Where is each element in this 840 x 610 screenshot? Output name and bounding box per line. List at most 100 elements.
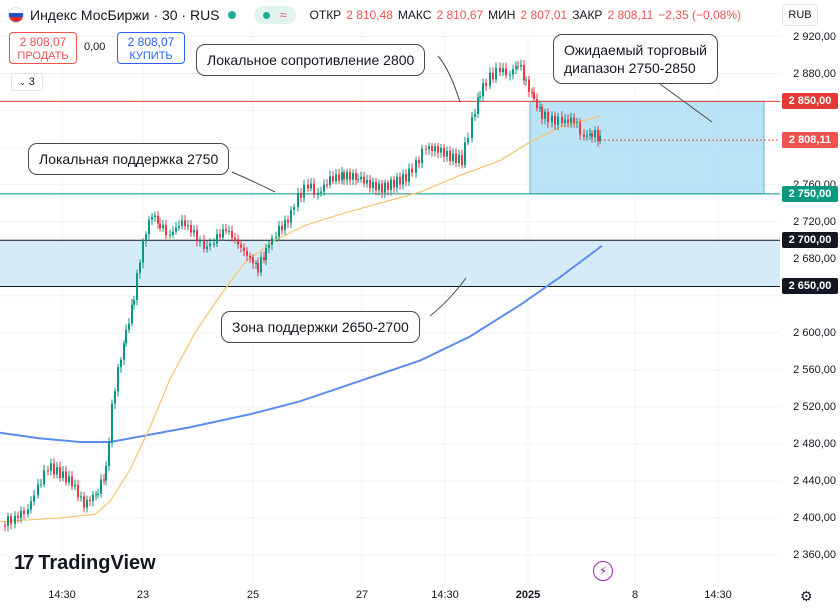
- candle-body: [467, 138, 469, 143]
- live-dot-icon: [262, 11, 270, 19]
- price-level-tag: 2 750,00: [782, 185, 838, 202]
- candle-body: [357, 179, 359, 181]
- candle-body: [554, 115, 556, 125]
- candle-body: [381, 183, 383, 193]
- candle-body: [193, 229, 195, 233]
- candle-body: [415, 160, 417, 173]
- candle-body: [74, 484, 76, 487]
- candle-body: [222, 229, 224, 238]
- candle-body: [290, 209, 292, 223]
- candle-body: [471, 116, 473, 139]
- candle-body: [281, 225, 283, 230]
- candle-body: [136, 273, 138, 301]
- symbol-title[interactable]: Индекс МосБиржи · 30 · RUS: [30, 7, 220, 23]
- sell-label: ПРОДАТЬ: [17, 50, 69, 62]
- candle-body: [375, 182, 377, 191]
- candle-body: [246, 250, 248, 256]
- candle-body: [536, 99, 538, 109]
- candle-body: [528, 79, 530, 92]
- sell-button[interactable]: 2 808,07 ПРОДАТЬ: [9, 32, 77, 64]
- time-tick-label: 14:30: [48, 589, 76, 601]
- candle-body: [310, 183, 312, 189]
- price-tick-label: 2 480,00: [793, 437, 836, 450]
- zone-callout[interactable]: Зона поддержки 2650-2700: [221, 311, 420, 343]
- chart-area[interactable]: [0, 0, 780, 586]
- candle-body: [338, 174, 340, 181]
- candle-body: [213, 243, 215, 245]
- time-tick-label: 23: [136, 589, 150, 601]
- candle-body: [390, 179, 392, 191]
- price-axis[interactable]: 2 920,00 2 880,00 2 760,00 2 720,00 2 680,00…: [780, 30, 840, 580]
- candle-body: [594, 130, 596, 138]
- candle-body: [455, 153, 457, 164]
- candle-body: [278, 225, 280, 237]
- candle-body: [178, 225, 180, 228]
- candle-body: [523, 64, 525, 81]
- candle-body: [437, 146, 439, 153]
- time-tick-label: 14:30: [431, 589, 459, 601]
- candle-body: [142, 241, 144, 263]
- candle-body: [458, 155, 460, 164]
- range-callout[interactable]: Ожидаемый торговый диапазон 2750-2850: [553, 34, 718, 84]
- resistance-text: Локальное сопротивление 2800: [207, 52, 415, 68]
- buy-label: КУПИТЬ: [129, 50, 173, 62]
- candle-body: [154, 215, 156, 217]
- open-label: ОТКР: [309, 8, 342, 22]
- candle-body: [387, 182, 389, 191]
- buy-button[interactable]: 2 808,07 КУПИТЬ: [117, 32, 185, 64]
- candle-body: [33, 495, 35, 502]
- candle-body: [323, 184, 325, 192]
- candle-body: [162, 225, 164, 229]
- candle-body: [181, 220, 183, 226]
- currency-selector[interactable]: RUB: [782, 4, 818, 26]
- candle-body: [50, 463, 52, 471]
- buy-price: 2 808,07: [127, 35, 175, 49]
- indicators-toggle[interactable]: ⌄ 3: [11, 73, 43, 91]
- range-pointer: [659, 83, 713, 123]
- candle-body: [402, 174, 404, 185]
- price-tick-label: 2 880,00: [793, 67, 836, 80]
- time-tick-label: 25: [246, 589, 260, 601]
- candle-body: [446, 151, 448, 157]
- time-tick-label: 27: [355, 589, 369, 601]
- time-tick-label: 8: [631, 589, 639, 601]
- time-axis[interactable]: 14:30 23 25 27 14:30 2025 8 14:30: [0, 586, 780, 608]
- candle-body: [172, 231, 174, 235]
- chevron-down-icon: ⌄: [19, 77, 26, 87]
- candle-body: [209, 243, 211, 247]
- candle-body: [461, 155, 463, 166]
- support-callout[interactable]: Локальная поддержка 2750: [28, 143, 230, 175]
- candle-body: [449, 151, 451, 162]
- candle-body: [240, 244, 242, 248]
- support-zone: [0, 240, 780, 287]
- data-status-toggle[interactable]: ≈: [253, 6, 296, 24]
- candle-body: [567, 119, 569, 123]
- flash-icon[interactable]: ⚡: [593, 561, 613, 581]
- price-level-tag: 2 650,00: [782, 278, 838, 295]
- zone-pointer: [429, 277, 467, 317]
- candle-body: [499, 67, 501, 73]
- gear-icon[interactable]: ⚙: [800, 588, 813, 604]
- candle-body: [165, 225, 167, 236]
- candle-body: [62, 471, 64, 479]
- candle-body: [464, 142, 466, 166]
- candle-body: [399, 176, 401, 185]
- candle-body: [378, 183, 380, 191]
- candle-body: [485, 83, 487, 86]
- candle-body: [219, 234, 221, 238]
- candle-body: [343, 172, 345, 180]
- sell-price: 2 808,07: [19, 35, 67, 49]
- candle-body: [86, 499, 88, 508]
- resistance-callout[interactable]: Локальное сопротивление 2800: [196, 44, 426, 76]
- candle-body: [284, 219, 286, 230]
- candle-body: [89, 499, 91, 501]
- candle-body: [335, 174, 337, 182]
- candle-body: [482, 83, 484, 97]
- wave-icon: ≈: [279, 8, 287, 22]
- candle-body: [216, 234, 218, 244]
- candle-body: [117, 367, 119, 392]
- candle-body: [539, 106, 541, 109]
- low-label: МИН: [488, 8, 516, 22]
- candle-body: [243, 247, 245, 251]
- candle-body: [187, 225, 189, 227]
